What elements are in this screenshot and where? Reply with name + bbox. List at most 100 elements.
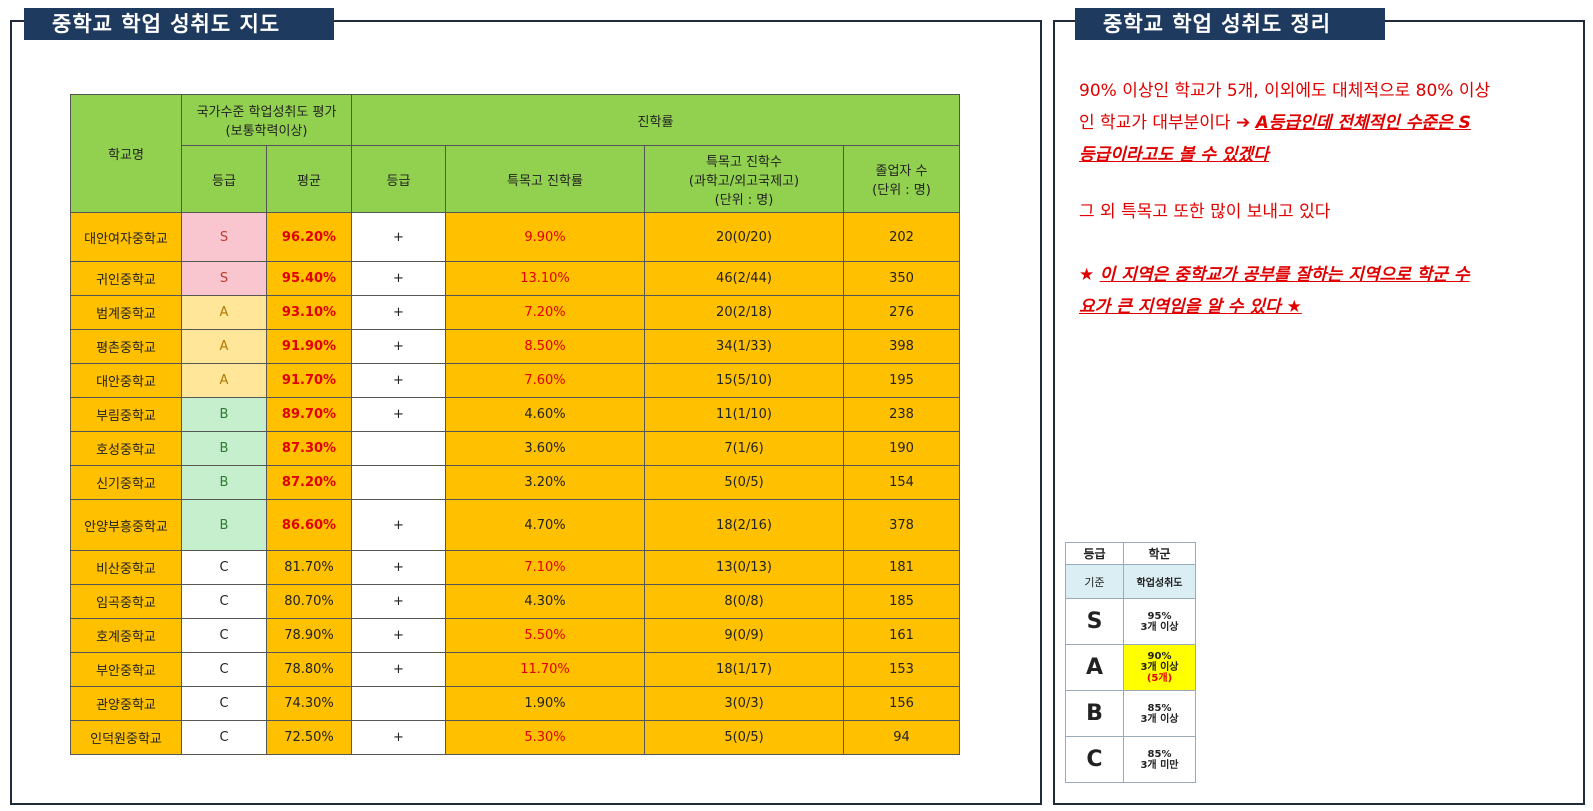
cell-graduates: 94 [843, 720, 960, 755]
cell-special-count: 8(0/8) [644, 584, 844, 619]
cell-school: 대안중학교 [70, 363, 182, 398]
legend-sub-achievement: 학업성취도 [1123, 564, 1196, 599]
cell-average: 86.60% [266, 499, 352, 551]
header-graduates: 졸업자 수 (단위 : 명) [843, 145, 960, 213]
cell-adv-grade: + [351, 212, 446, 262]
cell-school: 안양부흥중학교 [70, 499, 182, 551]
header-advancement: 진학률 [351, 94, 960, 146]
cell-average: 81.70% [266, 550, 352, 585]
cell-special-count: 34(1/33) [644, 329, 844, 364]
cell-grade: C [181, 584, 267, 619]
cell-special-count: 15(5/10) [644, 363, 844, 398]
summary-emphasis: 이 지역은 중학교가 공부를 잘하는 지역으로 학군 수 [1099, 265, 1470, 285]
star-icon: ★ [1079, 265, 1100, 285]
cell-average: 72.50% [266, 720, 352, 755]
header-national-assessment: 국가수준 학업성취도 평가 (보통학력이상) [181, 94, 352, 146]
cell-school: 귀인중학교 [70, 261, 182, 296]
cell-grade: B [181, 499, 267, 551]
cell-graduates: 195 [843, 363, 960, 398]
cell-special-rate: 1.90% [445, 686, 645, 721]
legend-row: B 85% 3개 이상 [1065, 690, 1196, 737]
cell-school: 부림중학교 [70, 397, 182, 432]
summary-line: ★ 이 지역은 중학교가 공부를 잘하는 지역으로 학군 수 [1079, 259, 1470, 291]
cell-graduates: 181 [843, 550, 960, 585]
cell-grade: A [181, 329, 267, 364]
cell-special-count: 9(0/9) [644, 618, 844, 653]
cell-special-rate: 11.70% [445, 652, 645, 687]
cell-graduates: 398 [843, 329, 960, 364]
legend-criteria: 85% 3개 이상 [1123, 690, 1196, 737]
legend-criteria-note: (5개) [1146, 673, 1173, 684]
cell-adv-grade: + [351, 261, 446, 296]
cell-adv-grade: + [351, 363, 446, 398]
cell-special-rate: 5.50% [445, 618, 645, 653]
cell-adv-grade: + [351, 499, 446, 551]
cell-school: 대안여자중학교 [70, 212, 182, 262]
cell-special-count: 11(1/10) [644, 397, 844, 432]
table-row: 대안여자중학교 S 96.20% +9.90% 20(0/20) 202 [70, 212, 960, 262]
cell-average: 87.20% [266, 465, 352, 500]
cell-special-rate: 5.30% [445, 720, 645, 755]
header-special-rate: 특목고 진학률 [445, 145, 645, 213]
legend-criteria-percent: 90% [1147, 651, 1172, 662]
cell-average: 89.70% [266, 397, 352, 432]
cell-grade: C [181, 686, 267, 721]
summary-emphasis: 등급이라고도 볼 수 있겠다 [1079, 145, 1269, 165]
cell-graduates: 350 [843, 261, 960, 296]
cell-special-rate: 3.20% [445, 465, 645, 500]
cell-special-rate: 13.10% [445, 261, 645, 296]
cell-special-rate: 4.70% [445, 499, 645, 551]
cell-special-count: 20(0/20) [644, 212, 844, 262]
legend-criteria-percent: 85% [1147, 748, 1172, 760]
legend-header-district: 학군 [1123, 542, 1196, 565]
legend-criteria: 85% 3개 미만 [1123, 736, 1196, 783]
cell-adv-grade: + [351, 652, 446, 687]
cell-adv-grade: + [351, 720, 446, 755]
header-grade: 등급 [181, 145, 267, 213]
cell-average: 78.90% [266, 618, 352, 653]
summary-conclusion: ★ 이 지역은 중학교가 공부를 잘하는 지역으로 학군 수 요가 큰 지역임을… [1079, 259, 1470, 323]
legend-grade: B [1065, 690, 1124, 737]
cell-graduates: 154 [843, 465, 960, 500]
cell-grade: C [181, 652, 267, 687]
header-average: 평균 [266, 145, 352, 213]
summary-special-school: 그 외 특목고 또한 많이 보내고 있다 [1079, 202, 1331, 222]
cell-adv-grade [351, 686, 446, 721]
summary-line: 요가 큰 지역임을 알 수 있다 ★ [1079, 291, 1470, 323]
cell-grade: C [181, 720, 267, 755]
cell-special-count: 13(0/13) [644, 550, 844, 585]
legend-criteria-percent: 85% [1147, 702, 1172, 714]
cell-special-rate: 4.30% [445, 584, 645, 619]
summary-achievement: 90% 이상인 학교가 5개, 이외에도 대체적으로 80% 이상 인 학교가 … [1079, 75, 1490, 171]
legend-grade: S [1065, 598, 1124, 645]
left-panel: 중학교 학업 성취도 지도 학교명 국가수준 학업성취도 평가 (보통학력이상)… [10, 8, 1042, 805]
cell-special-rate: 8.50% [445, 329, 645, 364]
legend-row: A 90% 3개 이상 (5개) [1065, 644, 1196, 691]
cell-average: 87.30% [266, 431, 352, 466]
cell-graduates: 238 [843, 397, 960, 432]
achievement-table: 학교명 국가수준 학업성취도 평가 (보통학력이상) 진학률 등급 평균 등급 … [70, 94, 960, 755]
cell-school: 범계중학교 [70, 295, 182, 330]
summary-line: 인 학교가 대부분이다 ➔ A등급인데 전체적인 수준은 S [1079, 107, 1490, 139]
right-panel-title: 중학교 학업 성취도 정리 [1075, 8, 1385, 40]
grade-legend-table: 등급 학군 기준 학업성취도 S 95% 3개 이상 A 90% 3개 이상 (5개) B 85… [1065, 542, 1196, 783]
table-row: 비산중학교 C 81.70% +7.10% 13(0/13) 181 [70, 550, 960, 585]
table-row: 호계중학교 C 78.90% +5.50% 9(0/9) 161 [70, 618, 960, 653]
cell-graduates: 156 [843, 686, 960, 721]
cell-adv-grade: + [351, 295, 446, 330]
cell-graduates: 276 [843, 295, 960, 330]
cell-graduates: 378 [843, 499, 960, 551]
table-row: 부림중학교 B 89.70% +4.60% 11(1/10) 238 [70, 397, 960, 432]
table-row: 호성중학교 B 87.30% 3.60% 7(1/6) 190 [70, 431, 960, 466]
legend-grade: A [1065, 644, 1124, 691]
cell-school: 호성중학교 [70, 431, 182, 466]
cell-school: 관양중학교 [70, 686, 182, 721]
legend-criteria-percent: 95% [1147, 610, 1172, 622]
cell-average: 93.10% [266, 295, 352, 330]
cell-adv-grade: + [351, 397, 446, 432]
cell-average: 74.30% [266, 686, 352, 721]
cell-graduates: 190 [843, 431, 960, 466]
cell-graduates: 161 [843, 618, 960, 653]
table-row: 신기중학교 B 87.20% 3.20% 5(0/5) 154 [70, 465, 960, 500]
summary-emphasis: 요가 큰 지역임을 알 수 있다 [1079, 297, 1287, 317]
